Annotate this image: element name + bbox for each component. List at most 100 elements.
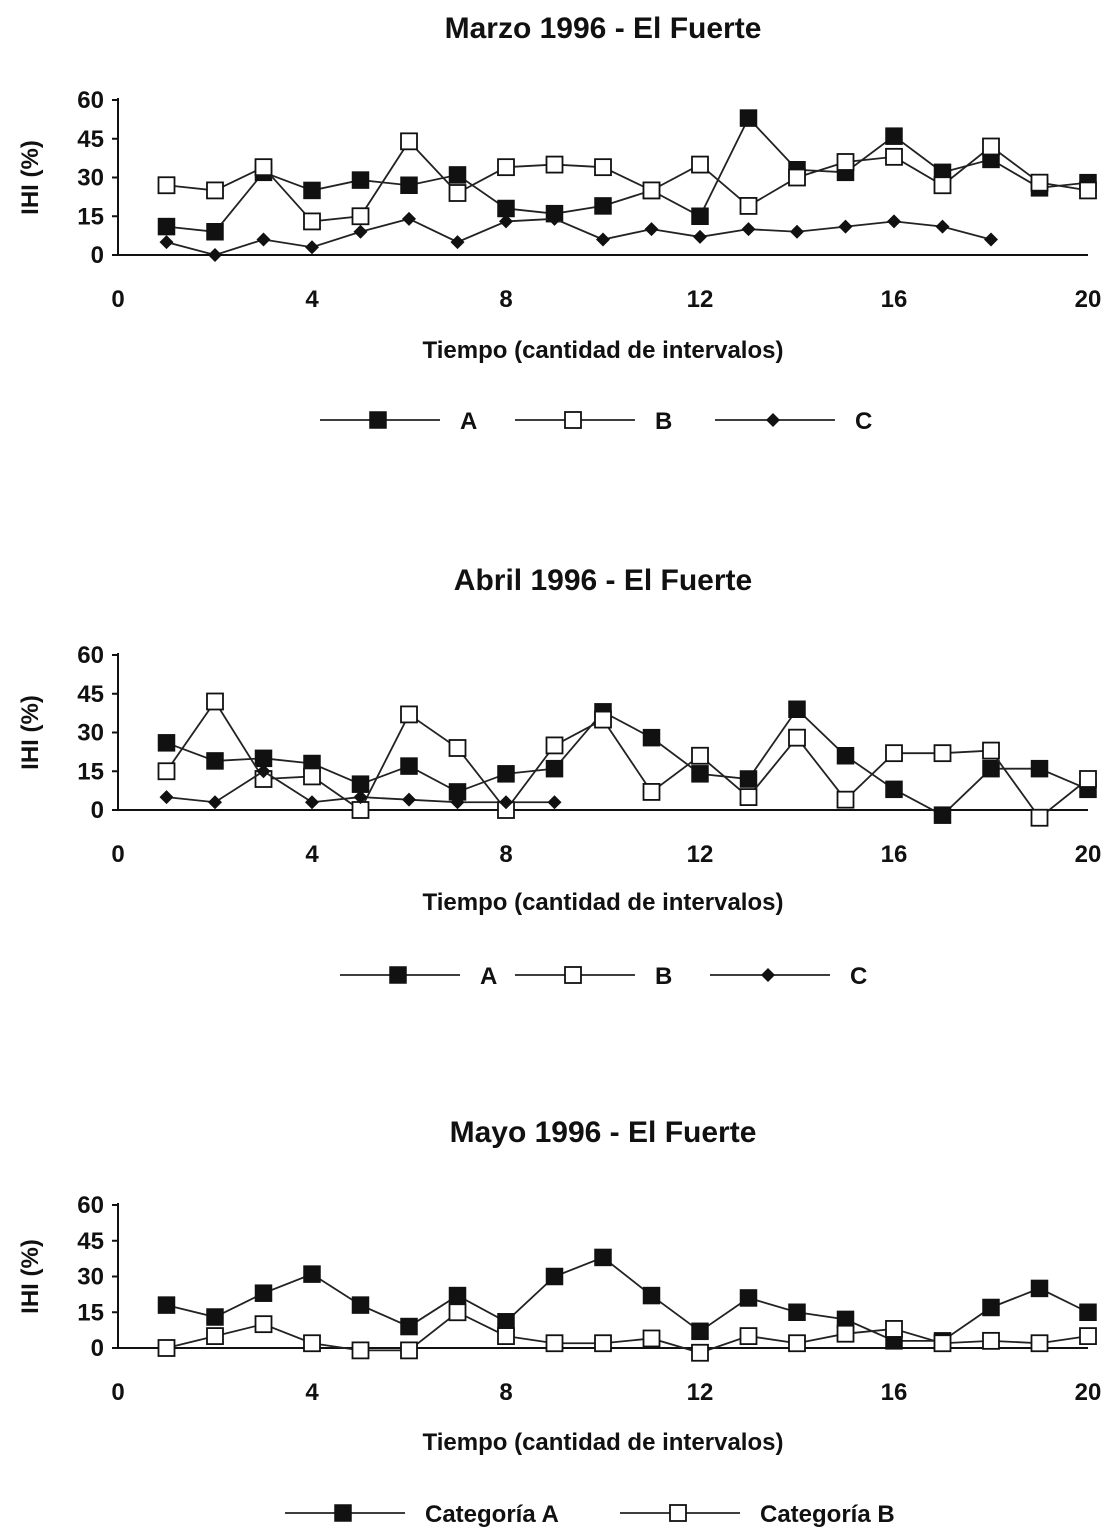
chart-title: Marzo 1996 - El Fuerte — [445, 12, 762, 45]
data-point — [305, 240, 319, 255]
x-tick-label: 12 — [687, 286, 714, 313]
data-point — [157, 762, 176, 781]
legend-label: C — [850, 963, 867, 990]
data-point — [691, 207, 709, 225]
data-point — [933, 806, 952, 824]
data-point — [351, 207, 370, 226]
data-point — [642, 181, 661, 200]
data-point — [885, 1320, 903, 1338]
data-point — [642, 1286, 661, 1305]
data-point — [351, 171, 370, 189]
x-tick-label: 20 — [1075, 286, 1102, 313]
data-point — [642, 728, 661, 747]
data-point — [547, 211, 562, 226]
legend-label: B — [655, 963, 672, 990]
data-point — [739, 1327, 758, 1345]
x-axis-label: Tiempo (cantidad de intervalos) — [423, 889, 784, 916]
series-a — [157, 700, 1097, 824]
chart-title: Abril 1996 - El Fuerte — [454, 564, 752, 597]
data-point — [159, 790, 174, 805]
data-point — [547, 795, 562, 810]
data-point — [303, 1265, 321, 1283]
legend-entry: Categoría B — [620, 1501, 895, 1528]
data-point — [499, 214, 513, 229]
data-point — [400, 1317, 418, 1336]
data-point — [739, 770, 758, 788]
x-tick-label: 16 — [881, 1379, 908, 1406]
data-point — [448, 166, 467, 184]
data-point — [1030, 1334, 1049, 1353]
y-axis-label: IHI (%) — [17, 140, 44, 215]
data-point — [545, 1334, 564, 1353]
data-point — [691, 1343, 709, 1362]
data-point — [254, 158, 273, 177]
data-point — [303, 767, 321, 786]
y-axis-label: IHI (%) — [17, 1239, 44, 1314]
legend-marker — [564, 966, 582, 984]
data-point — [982, 1331, 1000, 1350]
legend-label: C — [855, 408, 872, 435]
data-point — [836, 1324, 855, 1343]
data-point — [497, 1327, 515, 1345]
data-point — [739, 109, 758, 127]
data-point — [351, 775, 370, 793]
data-point — [402, 211, 416, 226]
legend-marker — [564, 411, 582, 429]
data-point — [351, 1341, 370, 1360]
x-tick-label: 4 — [305, 841, 319, 868]
data-point — [739, 788, 758, 806]
data-point — [788, 1303, 806, 1321]
data-point — [159, 235, 174, 250]
data-point — [448, 184, 467, 202]
x-tick-label: 8 — [499, 286, 512, 313]
data-point — [790, 224, 804, 239]
x-tick-label: 20 — [1075, 1379, 1102, 1406]
data-point — [448, 1303, 467, 1322]
data-point — [256, 764, 271, 779]
data-point — [642, 783, 661, 801]
series-categor-a-a — [157, 1248, 1097, 1350]
data-point — [353, 790, 368, 805]
y-tick-label: 45 — [77, 126, 104, 153]
data-point — [933, 1334, 952, 1353]
data-point — [448, 739, 467, 757]
x-tick-label: 20 — [1075, 841, 1102, 868]
legend-entry: C — [710, 963, 867, 990]
x-tick-label: 16 — [881, 841, 908, 868]
data-point — [545, 155, 564, 174]
data-point — [157, 176, 176, 195]
data-point — [353, 224, 368, 239]
x-tick-label: 16 — [881, 286, 908, 313]
y-tick-label: 15 — [77, 1299, 104, 1326]
data-point — [157, 217, 176, 236]
data-point — [885, 127, 903, 145]
data-point — [206, 181, 224, 200]
series-line — [166, 217, 992, 256]
data-point — [982, 1298, 1000, 1317]
data-point — [254, 1284, 273, 1302]
data-point — [400, 757, 418, 775]
data-point — [351, 801, 370, 819]
data-point — [691, 765, 709, 783]
chart-2: Abril 1996 - El Fuerte IHI (%) 0 15 30 45 60 0 4… — [17, 564, 1101, 990]
x-tick-label: 0 — [111, 1379, 124, 1406]
data-point — [691, 746, 709, 765]
data-point — [497, 199, 515, 218]
data-point — [303, 181, 321, 200]
y-tick-label: 60 — [77, 87, 104, 114]
data-point — [887, 214, 901, 229]
data-point — [206, 752, 224, 770]
legend-label: Categoría B — [760, 1501, 895, 1528]
legend-marker — [369, 411, 387, 429]
data-point — [642, 1329, 661, 1348]
data-point — [254, 749, 273, 768]
data-point — [303, 212, 321, 231]
y-tick-label: 30 — [77, 1264, 104, 1291]
y-tick-label: 30 — [77, 165, 104, 192]
series-c — [159, 764, 562, 810]
data-point — [885, 147, 903, 166]
data-point — [594, 710, 612, 729]
x-tick-label: 4 — [305, 1379, 319, 1406]
legend-label: A — [460, 408, 477, 435]
data-point — [545, 759, 564, 778]
